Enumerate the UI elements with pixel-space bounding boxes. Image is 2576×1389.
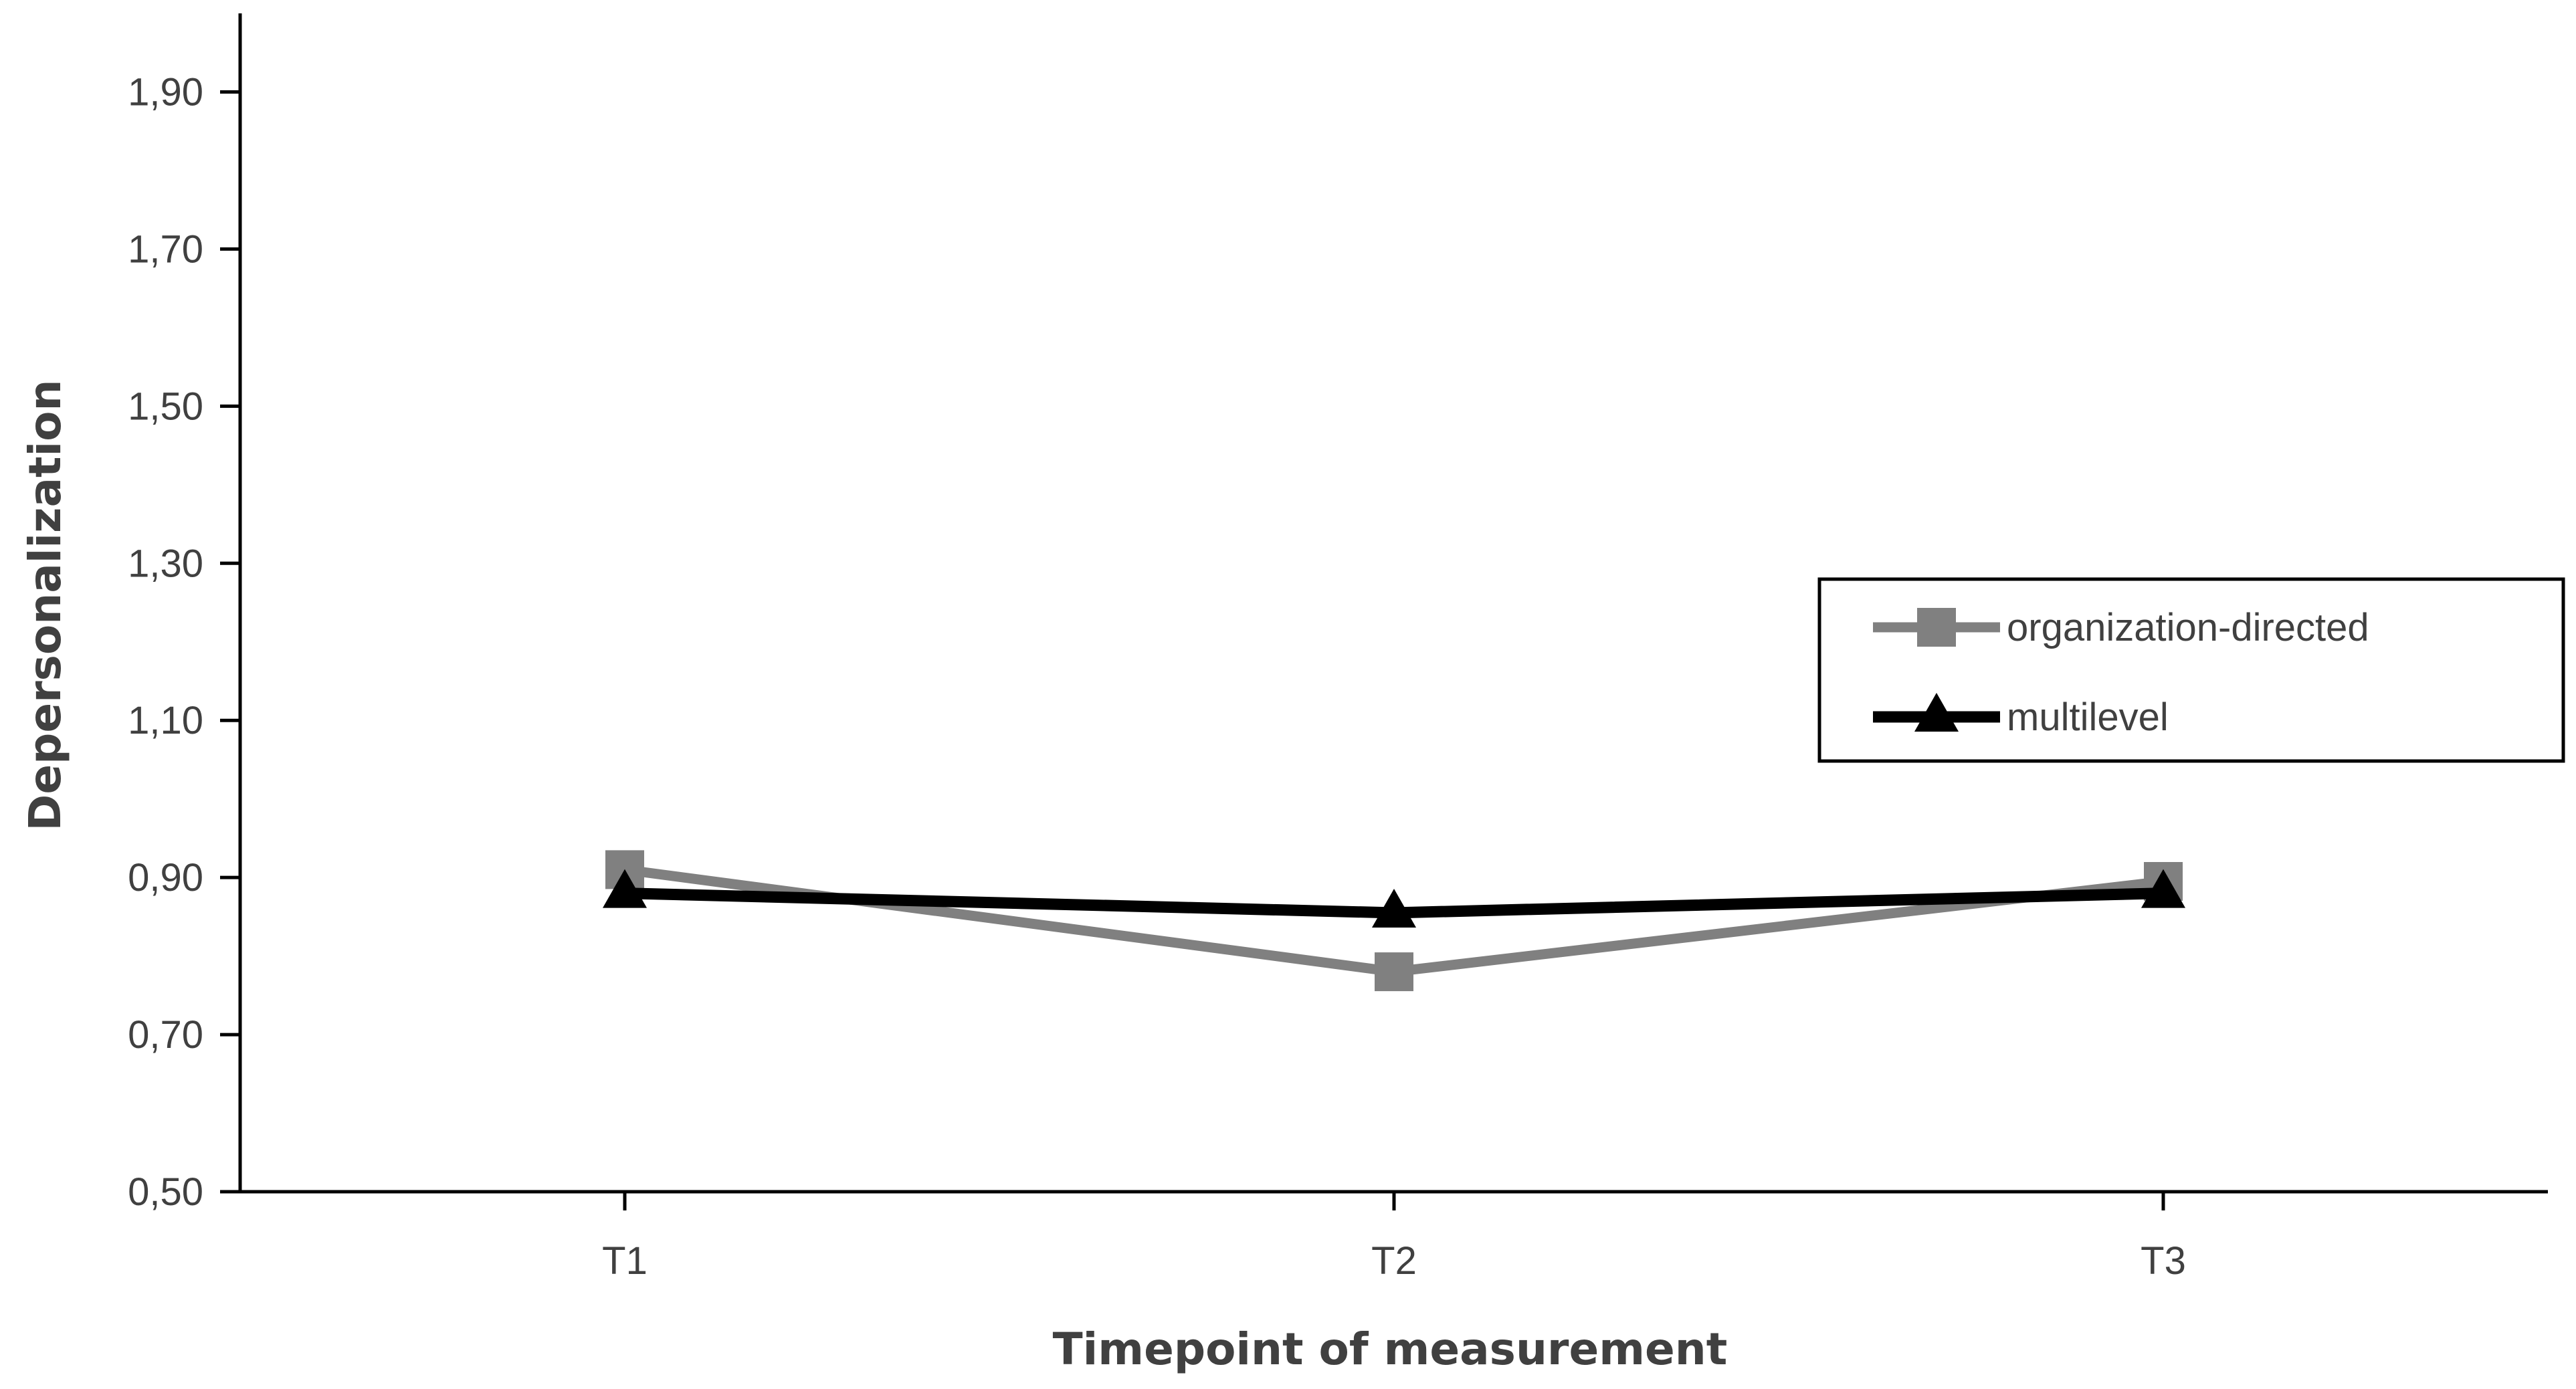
y-tick-label: 1,90 — [128, 70, 203, 114]
y-tick-label: 1,70 — [128, 227, 203, 271]
data-point — [603, 869, 647, 908]
y-ticks: 0,50 0,70 0,90 1,10 1,30 1,50 1,70 1,90 — [128, 70, 240, 1214]
legend: organization-directed multilevel — [1817, 577, 2565, 763]
y-tick-label: 1,30 — [128, 542, 203, 585]
x-ticks: T1 T2 T3 — [602, 1192, 2186, 1283]
triangle-marker-icon — [1914, 693, 1959, 732]
data-point — [1375, 952, 1413, 992]
y-tick-label: 1,10 — [128, 699, 203, 742]
data-point — [2141, 869, 2185, 908]
legend-label: organization-directed — [2007, 606, 2369, 649]
y-axis-title: Depersonalization — [19, 380, 71, 831]
legend-label: multilevel — [2007, 696, 2169, 739]
x-tick-label: T2 — [1371, 1239, 1417, 1283]
square-marker-icon — [1917, 608, 1956, 647]
x-tick-label: T3 — [2141, 1239, 2186, 1283]
y-tick-label: 0,90 — [128, 856, 203, 899]
series — [603, 850, 2185, 992]
y-tick-label: 0,70 — [128, 1013, 203, 1057]
series-multilevel — [603, 869, 2185, 928]
x-tick-label: T1 — [602, 1239, 648, 1283]
legend-item: organization-directed — [1873, 606, 2369, 649]
data-point — [1372, 889, 1416, 928]
y-tick-label: 0,50 — [128, 1170, 203, 1214]
y-tick-label: 1,50 — [128, 385, 203, 428]
x-axis-title: Timepoint of measurement — [1053, 1323, 1728, 1375]
legend-item: multilevel — [1873, 693, 2169, 739]
